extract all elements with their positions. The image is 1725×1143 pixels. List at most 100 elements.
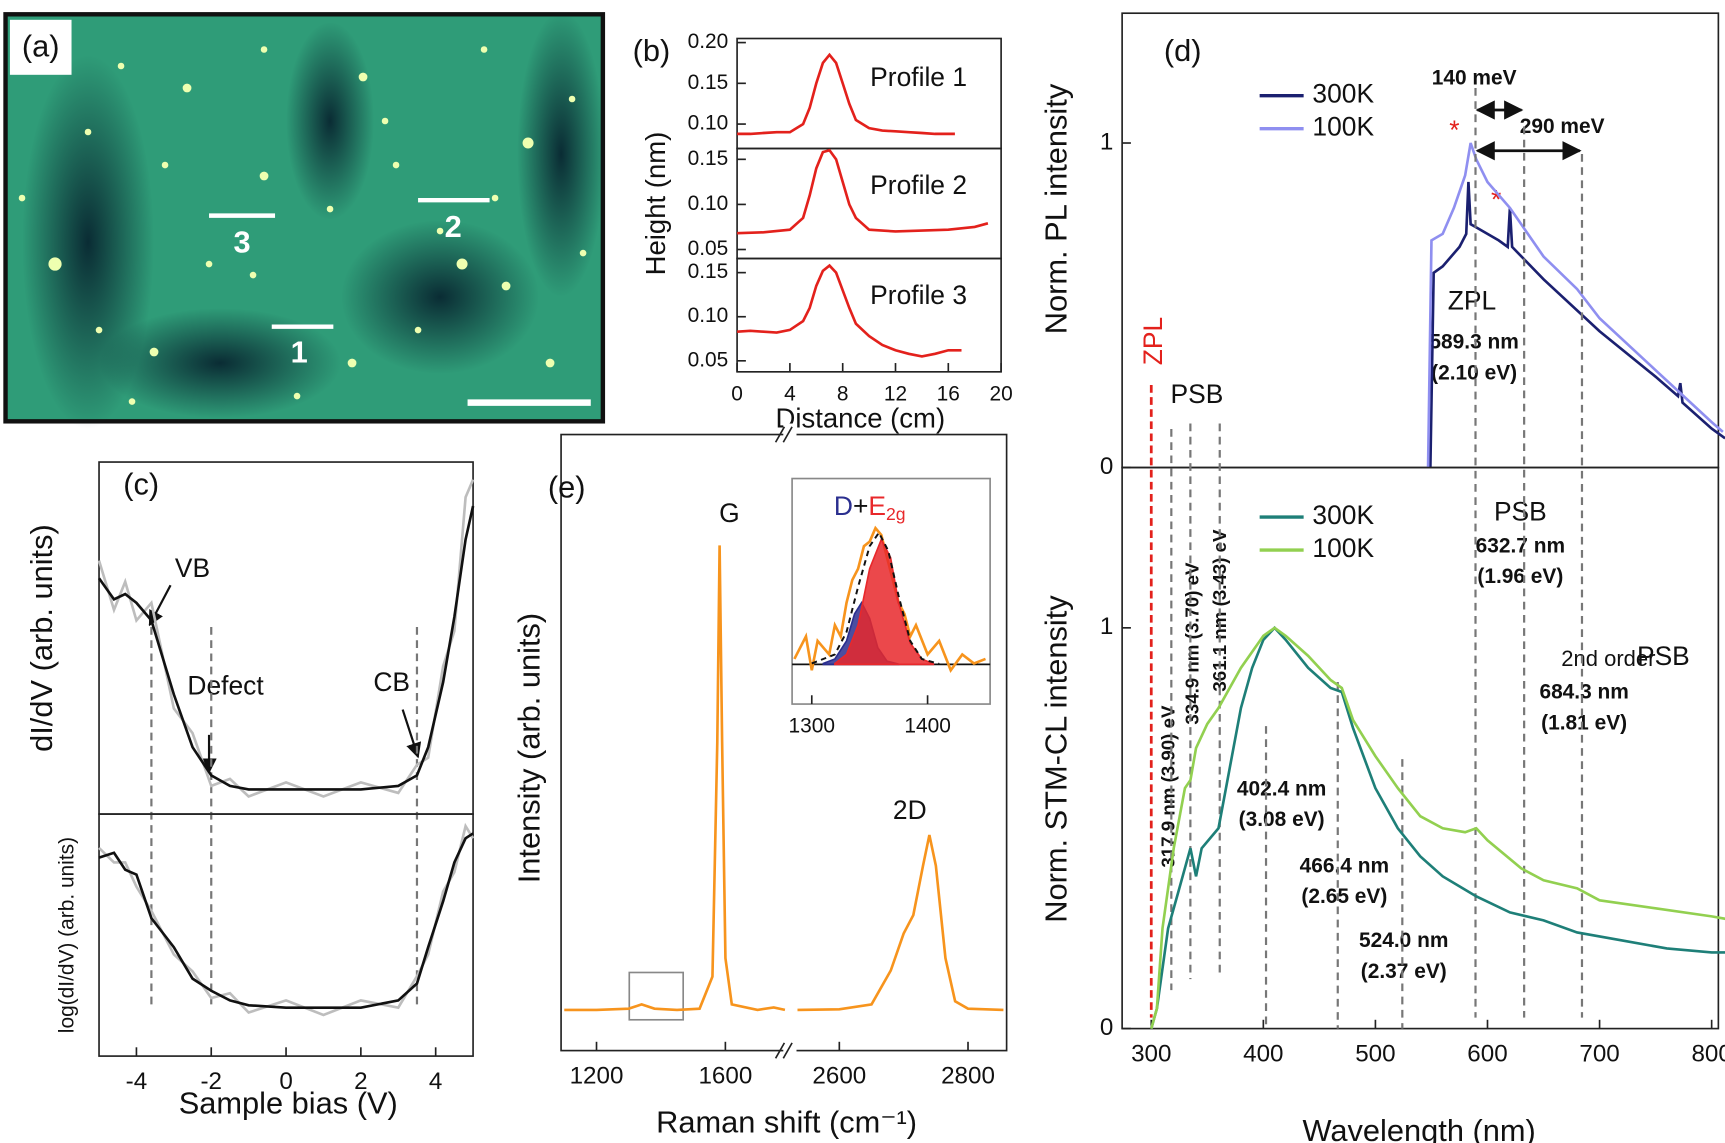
marker-energy: (3.08 eV) xyxy=(1239,808,1325,831)
y-axis-label: dI/dV (arb. units) xyxy=(24,524,59,752)
y-axis-label: log(dI/dV) (arb. units) xyxy=(56,837,79,1033)
y-axis-label: Height (nm) xyxy=(640,132,671,276)
annotation: Defect xyxy=(187,671,264,701)
y-tick-label: 0.20 xyxy=(688,30,729,53)
x-tick-label: 600 xyxy=(1467,1040,1507,1067)
afm-particles xyxy=(18,39,587,405)
marker-energy: (2.37 eV) xyxy=(1361,960,1447,983)
x-tick-label: 400 xyxy=(1243,1040,1283,1067)
inset-label-part: 2g xyxy=(886,504,906,524)
x-tick-label: 2600 xyxy=(812,1062,866,1089)
marker-label: 334.9 nm (3.70) eV xyxy=(1182,562,1203,725)
x-tick-label: 500 xyxy=(1355,1040,1395,1067)
arrow xyxy=(401,709,422,759)
x-tick-label: 0 xyxy=(731,382,743,405)
inset-label-part: E xyxy=(868,491,886,521)
marker-label: 402.4 nm xyxy=(1237,777,1326,800)
y-tick-label: 0 xyxy=(1100,453,1113,480)
y-axis-label: Norm. PL intensity xyxy=(1038,83,1073,334)
x-tick-label: 2 xyxy=(354,1068,367,1095)
y-tick-label: 0 xyxy=(1100,1014,1113,1041)
series-line xyxy=(1150,625,1725,1029)
panel-label-bg xyxy=(9,19,72,75)
annotation: 140 meV xyxy=(1432,67,1517,90)
marker-label: 466.4 nm xyxy=(1300,854,1389,877)
x-tick-label: 700 xyxy=(1579,1040,1619,1067)
annotation: Profile 1 xyxy=(870,62,967,92)
profile-label: 2 xyxy=(445,209,462,244)
marker-label-part: 317.9 nm xyxy=(1157,788,1178,868)
y-tick-label: 0.15 xyxy=(688,260,729,283)
annotation: ZPL xyxy=(1448,285,1496,315)
marker-label-part: (3.43) eV xyxy=(1209,529,1230,606)
marker-energy: (1.96 eV) xyxy=(1477,565,1563,588)
x-axis-label: Wavelength (nm) xyxy=(1302,1113,1535,1143)
y-tick-label: 0.10 xyxy=(688,192,729,215)
x-tick-label: 300 xyxy=(1131,1040,1171,1067)
x-tick-label: 2800 xyxy=(941,1062,995,1089)
y-tick-label: 0.05 xyxy=(688,348,729,371)
annotation: 290 meV xyxy=(1520,115,1605,138)
y-tick-label: 0.10 xyxy=(688,304,729,327)
series-line xyxy=(811,530,940,665)
y-axis-label: Norm. STM-CL intensity xyxy=(1038,595,1073,923)
legend-label: 100K xyxy=(1312,112,1374,142)
x-tick-label: 12 xyxy=(884,382,907,405)
series-line xyxy=(793,525,986,674)
x-tick-label: 4 xyxy=(784,382,796,405)
x-tick-label: 16 xyxy=(937,382,960,405)
axis-break-marks xyxy=(774,426,793,1059)
plot-frame xyxy=(736,257,1002,373)
series-line xyxy=(98,832,474,1010)
panel-label: (a) xyxy=(22,29,60,64)
annotation: Profile 2 xyxy=(870,170,967,200)
y-tick-label: 0.15 xyxy=(688,71,729,94)
panel-label: (d) xyxy=(1164,33,1202,68)
annotation: PSB xyxy=(1171,379,1224,409)
plot-frame xyxy=(1121,466,1720,1030)
series-line xyxy=(1150,626,1725,1029)
marker-label: 524.0 nm xyxy=(1359,929,1448,952)
series-line xyxy=(737,263,962,358)
marker-label: 589.3 nm xyxy=(1429,331,1518,354)
legend-label: 300K xyxy=(1312,500,1374,530)
afm-dark-region xyxy=(517,11,606,298)
arrow xyxy=(148,584,172,627)
x-tick-label: 4 xyxy=(429,1068,442,1095)
x-axis-label: Distance (cm) xyxy=(775,403,945,434)
panel-label: (b) xyxy=(633,33,671,68)
profile-label: 3 xyxy=(233,224,250,259)
x-axis-label: Sample bias (V) xyxy=(179,1086,398,1121)
x-tick-label: 20 xyxy=(989,382,1012,405)
marker-label-part: 334.9 nm xyxy=(1182,645,1203,725)
inset-label: D+E2g xyxy=(834,491,906,523)
peak-label: 2D xyxy=(893,795,927,825)
legend-label: 100K xyxy=(1312,533,1374,563)
panel-label: (e) xyxy=(548,470,586,505)
series-line xyxy=(797,834,1004,1012)
series-line xyxy=(1426,142,1724,468)
series-line xyxy=(737,52,955,136)
legend-label: 300K xyxy=(1312,79,1374,109)
y-tick-label: 0.05 xyxy=(688,237,729,260)
y-tick-label: 1 xyxy=(1100,128,1113,155)
marker-label-part: (3.70) eV xyxy=(1182,562,1203,639)
x-tick-label: 800 xyxy=(1691,1040,1725,1067)
marker-label: 684.3 nm xyxy=(1539,681,1628,704)
series-line xyxy=(737,148,989,235)
marker-energy: (1.81 eV) xyxy=(1541,711,1627,734)
zpl-label: ZPL xyxy=(1138,317,1168,365)
afm-dark-region xyxy=(99,308,342,419)
x-tick-label: 1400 xyxy=(904,715,950,738)
annotation: PSB xyxy=(1494,497,1547,527)
series-line xyxy=(97,505,475,791)
x-tick-label: 8 xyxy=(837,382,849,405)
afm-image: (a) 1 2 3 xyxy=(3,11,606,430)
x-tick-label: -2 xyxy=(200,1068,222,1095)
x-tick-label: 1600 xyxy=(698,1062,752,1089)
annotation: CB xyxy=(373,667,410,697)
panel-label: (c) xyxy=(123,466,159,501)
afm-dark-region xyxy=(341,220,540,375)
